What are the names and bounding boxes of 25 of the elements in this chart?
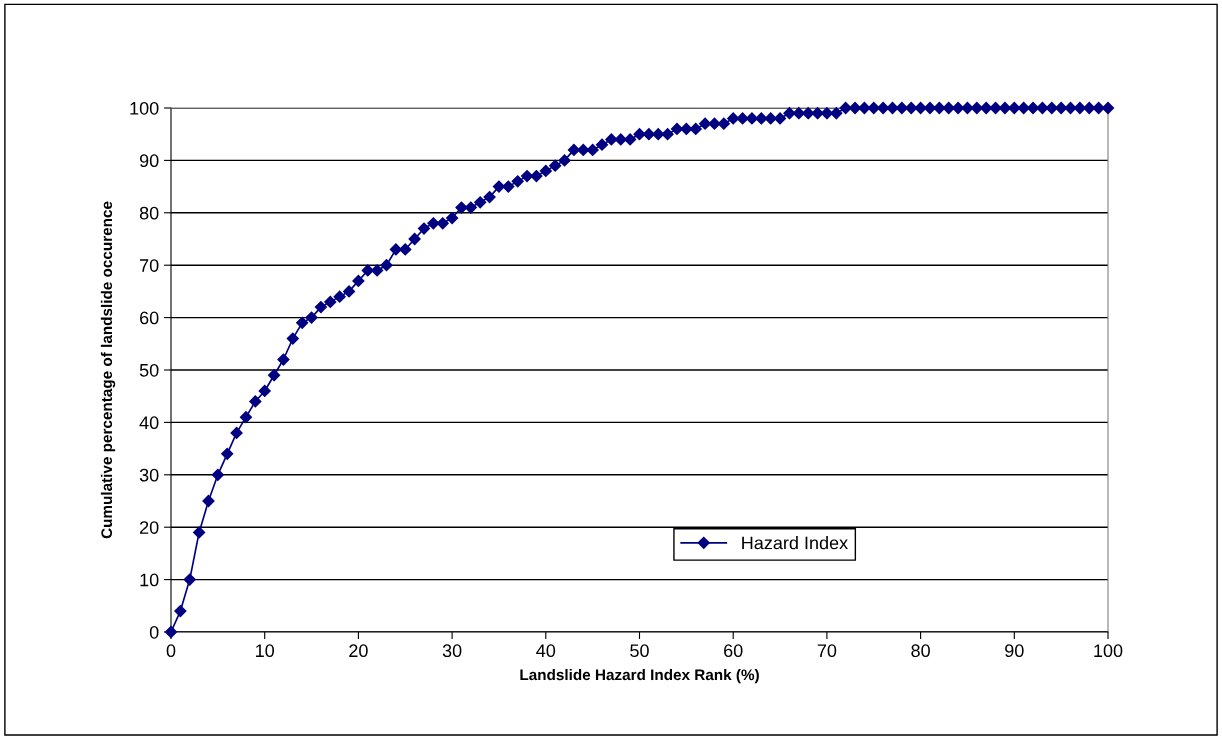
y-tick-label: 30 xyxy=(139,468,159,482)
y-tick-label: 10 xyxy=(140,573,159,587)
x-tick-label: 90 xyxy=(1005,644,1024,658)
x-tick-label: 100 xyxy=(1094,644,1123,658)
x-tick-label: 70 xyxy=(817,644,837,658)
x-tick-label: 40 xyxy=(536,644,556,658)
x-tick-label: 60 xyxy=(724,644,743,658)
y-tick-label: 50 xyxy=(139,363,159,377)
x-tick-label: 80 xyxy=(911,644,930,658)
y-tick-label: 90 xyxy=(139,154,159,168)
y-tick-label: 80 xyxy=(139,206,159,220)
y-tick-label: 100 xyxy=(130,101,159,115)
y-tick-label: 0 xyxy=(149,625,159,639)
x-tick-label: 50 xyxy=(630,644,649,658)
y-tick-label: 70 xyxy=(140,259,159,272)
y-tick-label: 40 xyxy=(139,416,159,430)
y-axis-title: Cumulative percentage of landslide occurence xyxy=(100,201,116,539)
x-tick-label: 0 xyxy=(166,644,176,658)
x-tick-label: 10 xyxy=(256,644,275,658)
x-axis-title: Landslide Hazard Index Rank (%) xyxy=(520,668,759,684)
y-tick-label: 60 xyxy=(140,311,159,325)
y-tick-label: 20 xyxy=(140,521,159,534)
x-tick-label: 20 xyxy=(349,644,368,658)
legend-label: Hazard Index xyxy=(742,536,848,550)
x-tick-label: 30 xyxy=(442,644,462,658)
